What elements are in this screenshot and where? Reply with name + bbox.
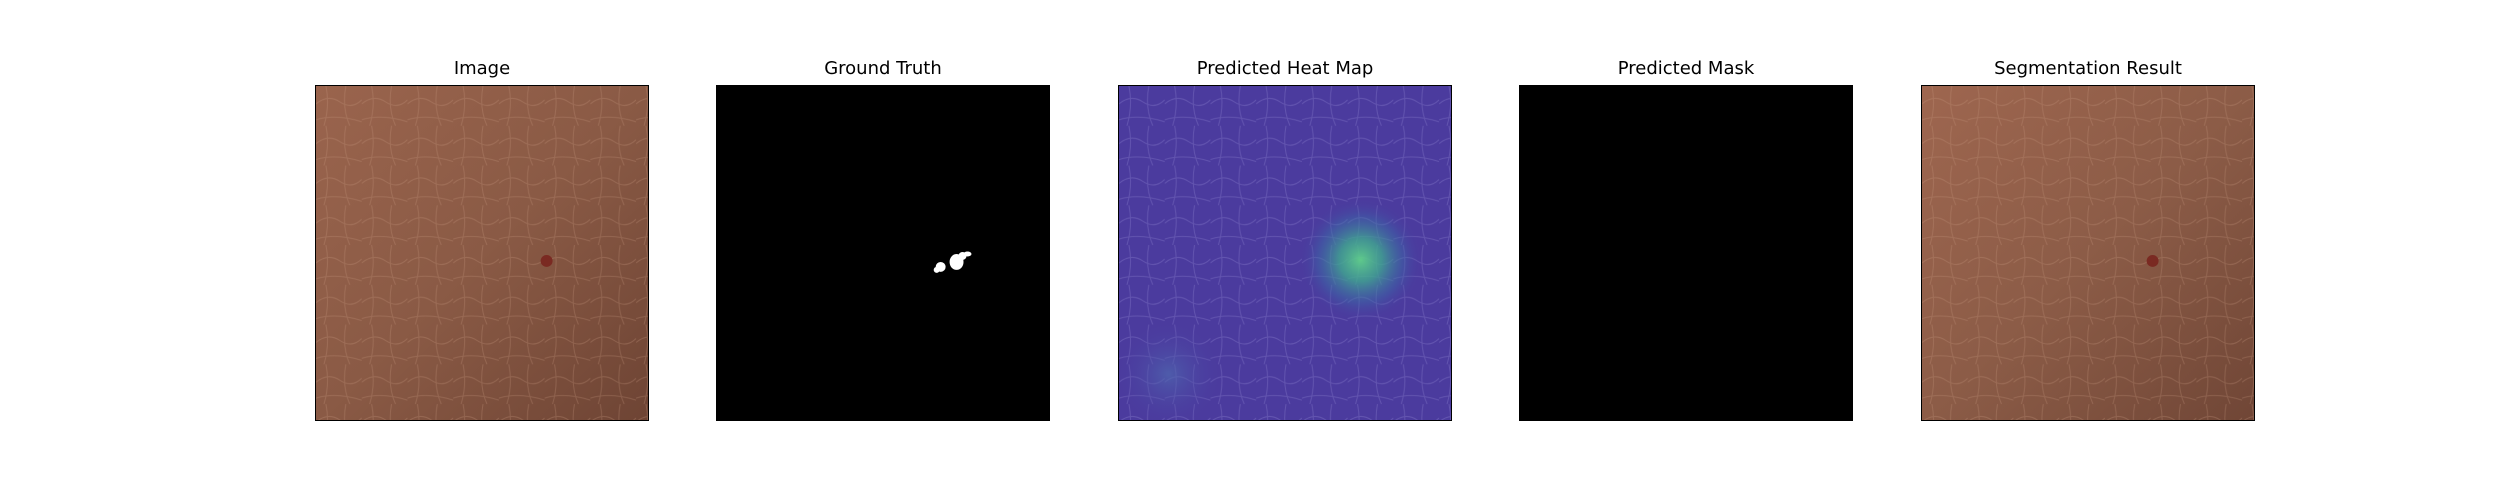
predicted-mask: [1520, 86, 1852, 420]
panel-title-heat-map: Predicted Heat Map: [1196, 58, 1374, 79]
heat-map-panel: [1118, 85, 1452, 421]
heat-hotspot-secondary: [1119, 319, 1224, 420]
panel-title-image: Image: [453, 58, 511, 79]
heat-hotspot: [1298, 198, 1423, 322]
panel-title-segmentation-result: Segmentation Result: [1994, 58, 2182, 79]
panel-title-predicted-mask: Predicted Mask: [1617, 58, 1755, 79]
defect-spot: [2146, 254, 2159, 267]
ground-truth-panel: [716, 85, 1050, 421]
leather-image: [316, 86, 648, 420]
panel-title-ground-truth: Ground Truth: [824, 58, 942, 79]
defect-region: [933, 251, 972, 273]
heat-map: [1119, 86, 1451, 420]
segmentation-result-image: [1922, 86, 2254, 420]
segmentation-result-panel: [1921, 85, 2255, 421]
image-panel: [315, 85, 649, 421]
ground-truth-mask: [717, 86, 1049, 420]
predicted-mask-panel: [1519, 85, 1853, 421]
defect-spot: [540, 254, 553, 267]
